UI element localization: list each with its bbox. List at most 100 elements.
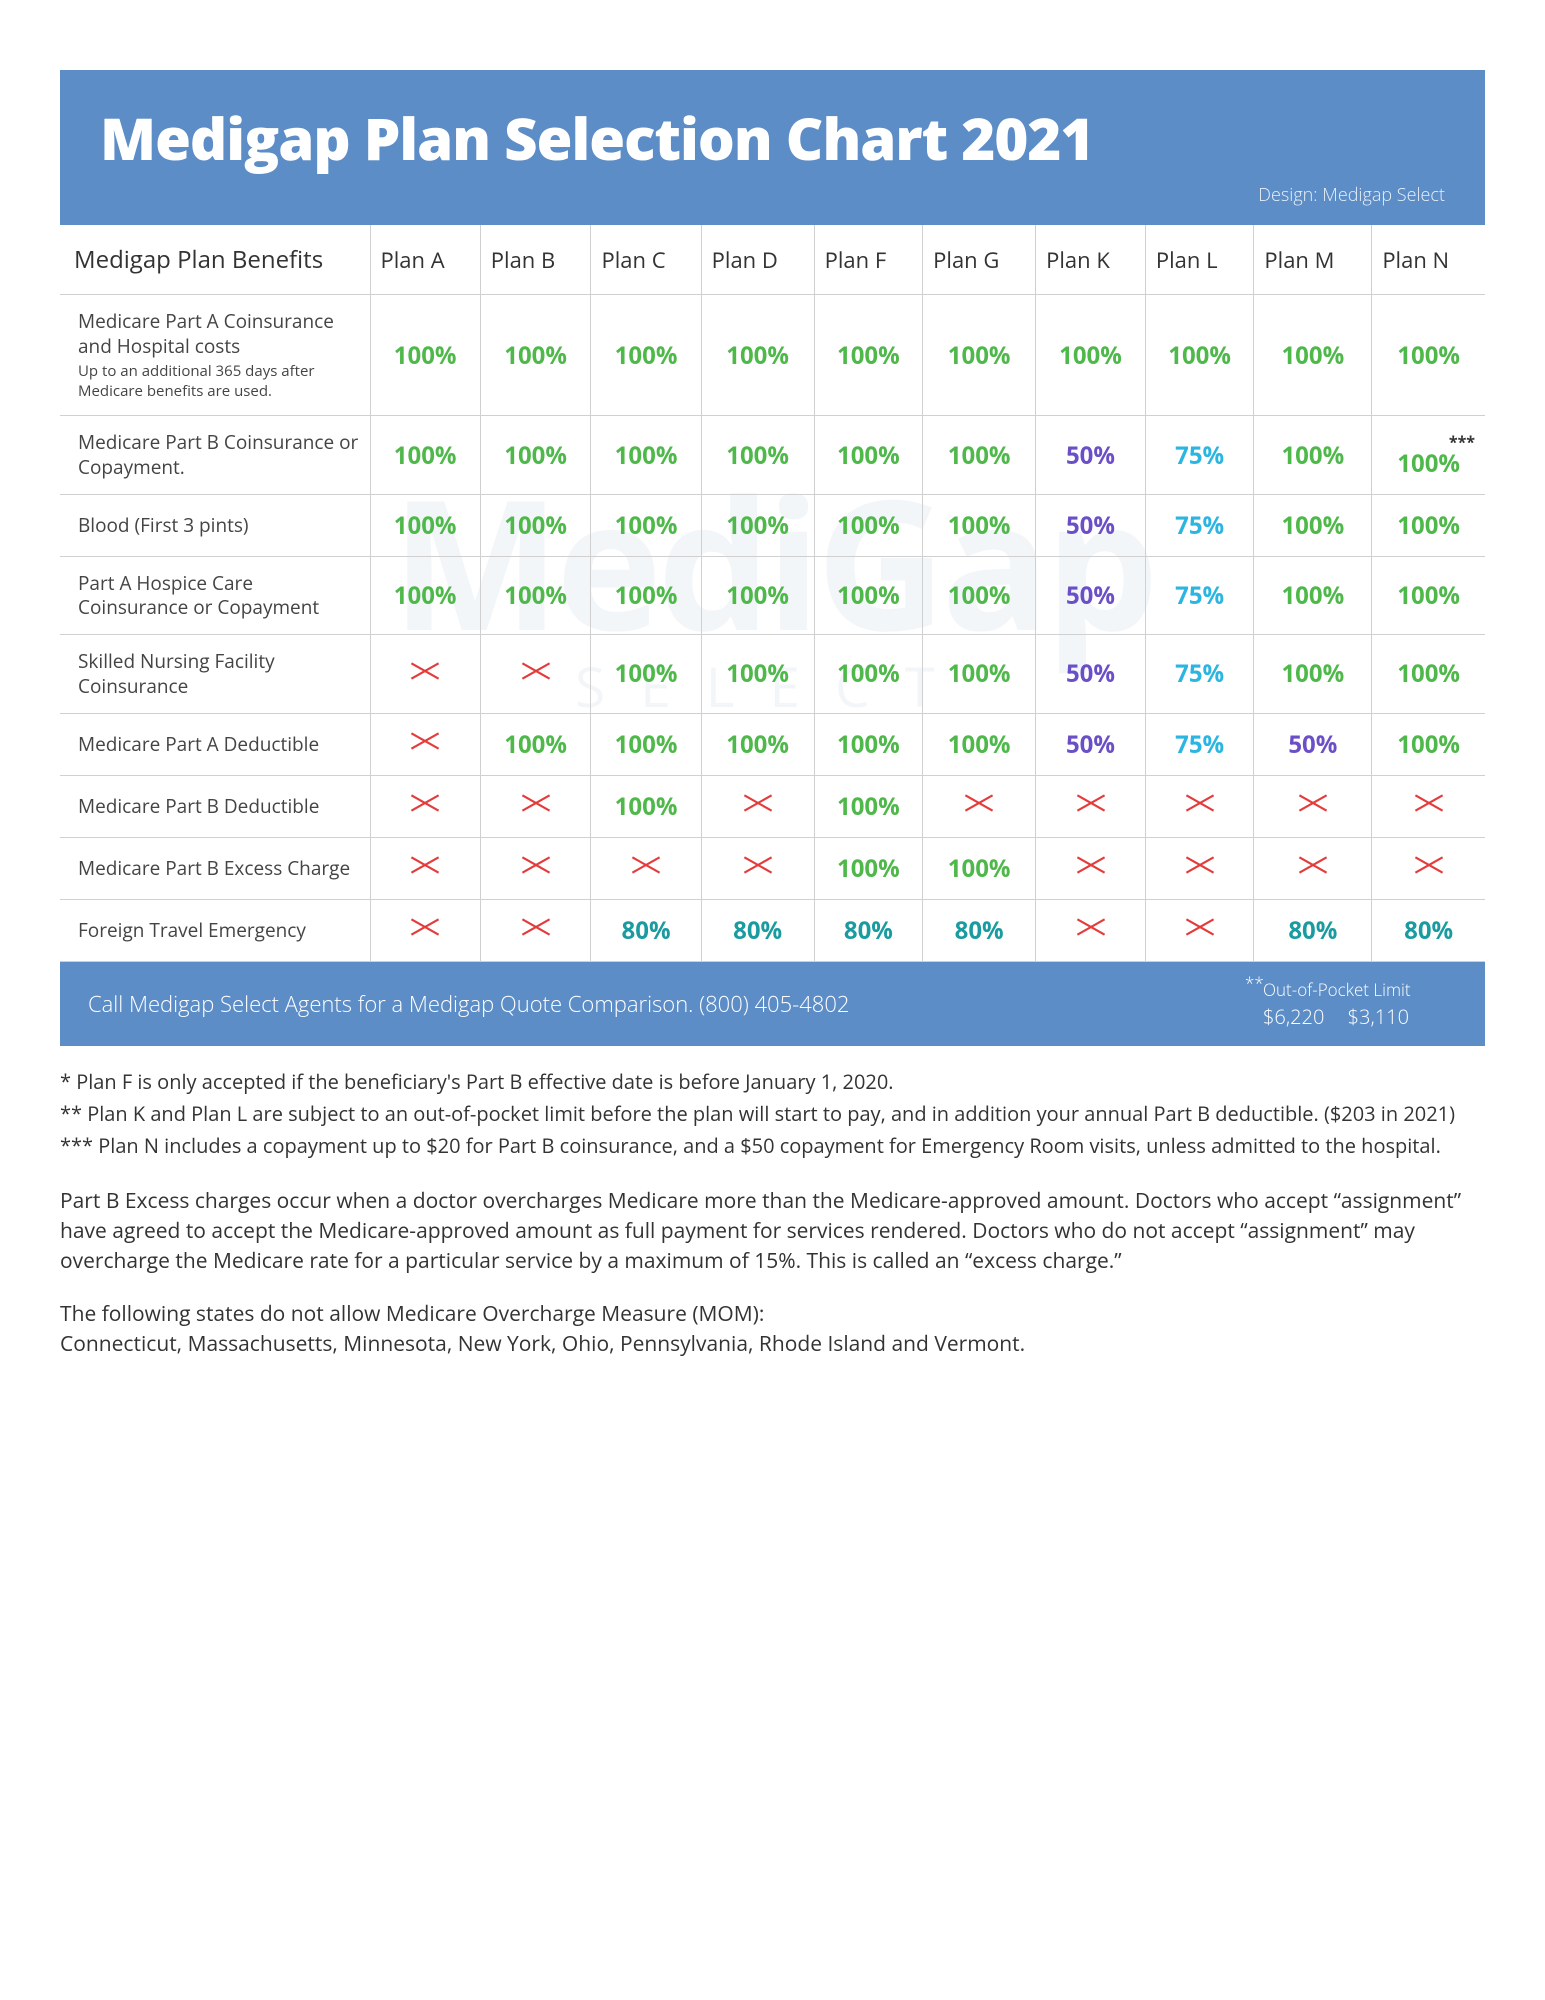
col-plan: Plan N xyxy=(1372,225,1485,295)
coverage-value: 80% xyxy=(1372,899,1485,961)
limit-plan-l: $3,110 xyxy=(1348,1003,1409,1030)
coverage-value: 50% xyxy=(1036,556,1146,634)
col-benefits: Medigap Plan Benefits xyxy=(60,225,370,295)
plan-table: Medigap Plan BenefitsPlan APlan BPlan CP… xyxy=(60,225,1485,962)
benefit-label: Blood (First 3 pints) xyxy=(60,494,370,556)
coverage-value: 100% xyxy=(1145,295,1254,416)
coverage-value: 100% xyxy=(591,295,701,416)
coverage-value: 100% xyxy=(370,416,480,494)
col-plan: Plan C xyxy=(591,225,701,295)
coverage-value: 100% xyxy=(701,416,814,494)
page-title: Medigap Plan Selection Chart 2021 xyxy=(100,98,1445,177)
coverage-value: 100% xyxy=(814,713,923,775)
not-covered-icon xyxy=(480,635,591,713)
table-row: Medicare Part B Coinsurance or Copayment… xyxy=(60,416,1485,494)
coverage-value: 100% xyxy=(591,494,701,556)
not-covered-icon xyxy=(1372,837,1485,899)
table-row: Skilled Nursing Facility Coinsurance 100%… xyxy=(60,635,1485,713)
benefit-label: Part A Hospice Care Coinsurance or Copay… xyxy=(60,556,370,634)
not-covered-icon xyxy=(701,775,814,837)
coverage-value: 50% xyxy=(1036,713,1146,775)
table-row: Part A Hospice Care Coinsurance or Copay… xyxy=(60,556,1485,634)
coverage-value: 100% xyxy=(923,494,1036,556)
coverage-value: 50% xyxy=(1254,713,1372,775)
col-plan: Plan B xyxy=(480,225,591,295)
coverage-value: 100% xyxy=(701,713,814,775)
explain-paragraph: The following states do not allow Medica… xyxy=(60,1299,1485,1360)
not-covered-icon xyxy=(480,775,591,837)
not-covered-icon xyxy=(1254,837,1372,899)
coverage-value: 80% xyxy=(814,899,923,961)
not-covered-icon xyxy=(701,837,814,899)
coverage-value: 100% xyxy=(591,713,701,775)
not-covered-icon xyxy=(591,837,701,899)
not-covered-icon xyxy=(370,837,480,899)
coverage-value: 100% xyxy=(480,295,591,416)
coverage-value: 100% xyxy=(814,494,923,556)
col-plan: Plan F xyxy=(814,225,923,295)
table-row: Medicare Part B Deductible100%100% xyxy=(60,775,1485,837)
coverage-value: 100% xyxy=(480,494,591,556)
benefit-label: Skilled Nursing Facility Coinsurance xyxy=(60,635,370,713)
footnotes: * Plan F is only accepted if the benefic… xyxy=(60,1068,1485,1160)
footnote-line: ** Plan K and Plan L are subject to an o… xyxy=(60,1100,1485,1128)
coverage-value: 75% xyxy=(1145,494,1254,556)
pocket-limits: ** Out-of-Pocket Limit $6,220 $3,110 xyxy=(1263,978,1457,1030)
coverage-value: 100% xyxy=(591,556,701,634)
footnote-line: *** Plan N includes a copayment up to $2… xyxy=(60,1132,1485,1160)
coverage-value: 100% xyxy=(1254,416,1372,494)
table-row: Blood (First 3 pints)100%100%100%100%100… xyxy=(60,494,1485,556)
design-credit: Design: Medigap Select xyxy=(100,183,1445,207)
not-covered-icon xyxy=(370,899,480,961)
coverage-value: 100% xyxy=(923,416,1036,494)
coverage-value: 100% xyxy=(814,775,923,837)
coverage-value: 100% xyxy=(480,416,591,494)
coverage-value: ***100% xyxy=(1372,416,1485,494)
benefit-label: Medicare Part A Coinsurance and Hospital… xyxy=(60,295,370,416)
not-covered-icon xyxy=(1036,837,1146,899)
explanation: Part B Excess charges occur when a docto… xyxy=(60,1186,1485,1360)
coverage-value: 100% xyxy=(923,295,1036,416)
coverage-value: 100% xyxy=(701,494,814,556)
footnote-line: * Plan F is only accepted if the benefic… xyxy=(60,1068,1485,1096)
col-plan: Plan L xyxy=(1145,225,1254,295)
coverage-value: 100% xyxy=(814,556,923,634)
not-covered-icon xyxy=(480,899,591,961)
coverage-value: 100% xyxy=(701,556,814,634)
page-header: Medigap Plan Selection Chart 2021 Design… xyxy=(60,70,1485,225)
coverage-value: 100% xyxy=(923,713,1036,775)
coverage-value: 100% xyxy=(1372,556,1485,634)
coverage-value: 100% xyxy=(591,775,701,837)
not-covered-icon xyxy=(370,713,480,775)
coverage-value: 100% xyxy=(701,295,814,416)
coverage-value: 100% xyxy=(1372,713,1485,775)
coverage-value: 75% xyxy=(1145,416,1254,494)
not-covered-icon xyxy=(1145,775,1254,837)
coverage-value: 50% xyxy=(1036,635,1146,713)
benefit-label: Medicare Part A Deductible xyxy=(60,713,370,775)
not-covered-icon xyxy=(1145,837,1254,899)
explain-paragraph: Part B Excess charges occur when a docto… xyxy=(60,1186,1485,1277)
not-covered-icon xyxy=(1145,899,1254,961)
coverage-value: 50% xyxy=(1036,494,1146,556)
not-covered-icon xyxy=(370,635,480,713)
coverage-value: 100% xyxy=(480,713,591,775)
coverage-value: 80% xyxy=(701,899,814,961)
coverage-value: 75% xyxy=(1145,713,1254,775)
not-covered-icon xyxy=(1036,899,1146,961)
coverage-value: 100% xyxy=(814,837,923,899)
coverage-value: 100% xyxy=(1254,494,1372,556)
not-covered-icon xyxy=(923,775,1036,837)
table-row: Medicare Part B Excess Charge100%100% xyxy=(60,837,1485,899)
coverage-value: 75% xyxy=(1145,556,1254,634)
coverage-value: 100% xyxy=(1254,295,1372,416)
col-plan: Plan K xyxy=(1036,225,1146,295)
coverage-value: 100% xyxy=(923,837,1036,899)
col-plan: Plan D xyxy=(701,225,814,295)
coverage-value: 100% xyxy=(480,556,591,634)
coverage-value: 100% xyxy=(701,635,814,713)
benefit-label: Medicare Part B Coinsurance or Copayment… xyxy=(60,416,370,494)
coverage-value: 100% xyxy=(1036,295,1146,416)
coverage-value: 100% xyxy=(1372,635,1485,713)
coverage-value: 75% xyxy=(1145,635,1254,713)
